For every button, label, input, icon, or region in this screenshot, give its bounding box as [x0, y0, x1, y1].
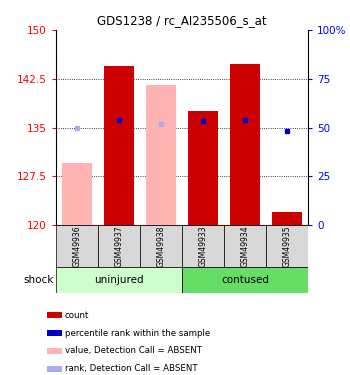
Bar: [146, 85, 176, 225]
Bar: [266, 225, 308, 267]
Bar: [47, 312, 62, 318]
Text: GSM49934: GSM49934: [240, 225, 250, 267]
Title: GDS1238 / rc_AI235506_s_at: GDS1238 / rc_AI235506_s_at: [97, 15, 267, 27]
Bar: [98, 225, 140, 267]
Bar: [56, 267, 182, 292]
Text: GSM49933: GSM49933: [198, 225, 208, 267]
Bar: [47, 366, 62, 372]
Bar: [47, 348, 62, 354]
Text: percentile rank within the sample: percentile rank within the sample: [65, 328, 210, 338]
Text: GSM49937: GSM49937: [114, 225, 124, 267]
Text: shock: shock: [23, 274, 54, 285]
Bar: [104, 66, 134, 225]
Text: contused: contused: [221, 274, 269, 285]
Bar: [182, 267, 308, 292]
Bar: [140, 225, 182, 267]
Text: value, Detection Call = ABSENT: value, Detection Call = ABSENT: [65, 346, 202, 355]
Text: count: count: [65, 310, 89, 320]
Bar: [224, 225, 266, 267]
Bar: [62, 163, 92, 225]
Bar: [188, 111, 218, 225]
Text: GSM49936: GSM49936: [72, 225, 82, 267]
Bar: [182, 225, 224, 267]
Text: rank, Detection Call = ABSENT: rank, Detection Call = ABSENT: [65, 364, 197, 374]
Bar: [47, 330, 62, 336]
Bar: [272, 212, 302, 225]
Text: GSM49935: GSM49935: [282, 225, 292, 267]
Text: uninjured: uninjured: [94, 274, 144, 285]
Bar: [56, 225, 98, 267]
Text: GSM49938: GSM49938: [156, 225, 166, 267]
Bar: [230, 64, 260, 225]
